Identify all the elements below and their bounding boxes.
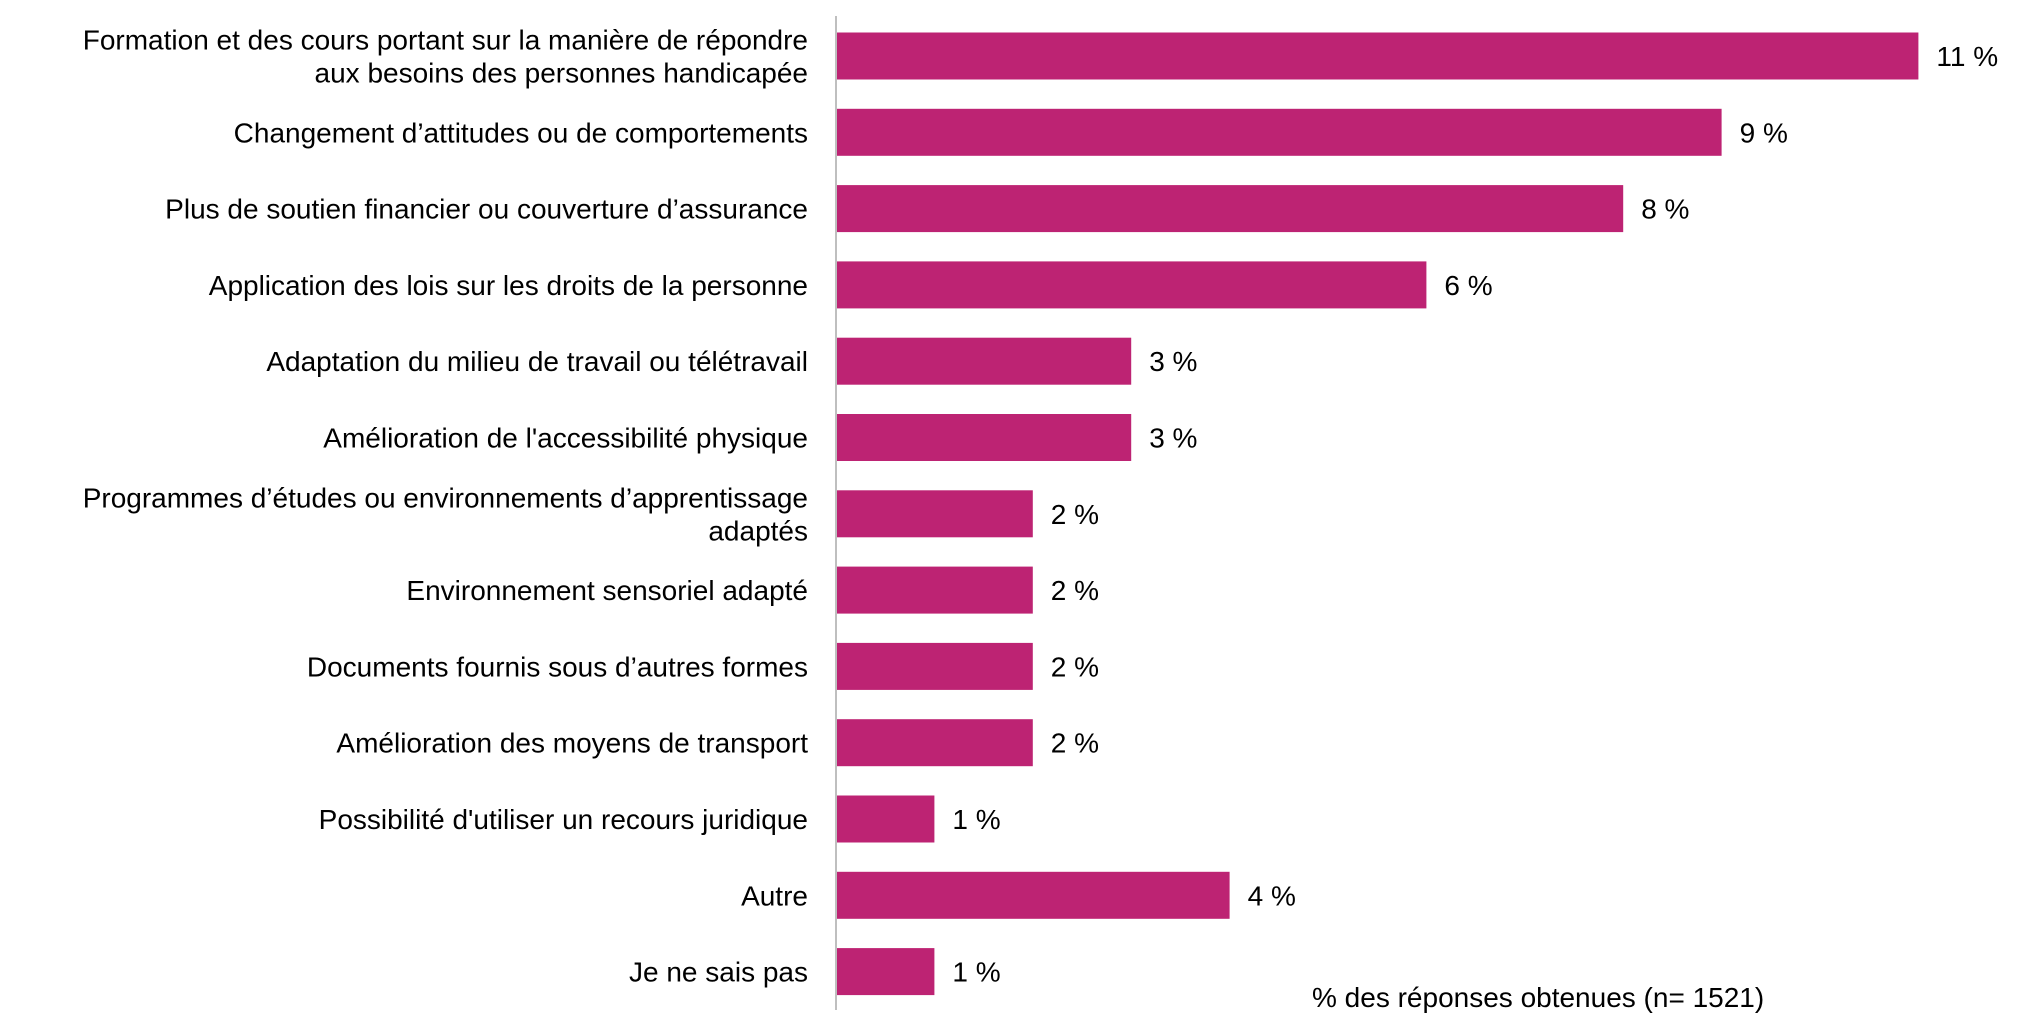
bar-value-label: 2 % <box>1051 499 1099 530</box>
sample-size-note: % des réponses obtenues (n= 1521) <box>1312 982 1764 1013</box>
category-label-line: Amélioration des moyens de transport <box>336 728 808 759</box>
bar-value-label: 1 % <box>952 957 1000 988</box>
bar <box>836 185 1624 233</box>
category-label-line: Adaptation du milieu de travail ou télét… <box>266 346 808 377</box>
bar-value-label: 1 % <box>952 804 1000 835</box>
category-label: Possibilité d'utiliser un recours juridi… <box>319 804 808 835</box>
category-label-line: Environnement sensoriel adapté <box>406 575 808 606</box>
bar-value-label: 9 % <box>1740 117 1788 148</box>
bar <box>836 32 1919 80</box>
category-label-line: Changement d’attitudes ou de comportemen… <box>234 117 808 148</box>
category-label-line: Autre <box>741 880 808 911</box>
category-label: Amélioration de l'accessibilité physique <box>323 423 808 454</box>
category-label: Plus de soutien financier ou couverture … <box>165 194 808 225</box>
category-label: Je ne sais pas <box>629 957 808 988</box>
bar <box>836 948 935 996</box>
category-label: Documents fournis sous d’autres formes <box>307 651 808 682</box>
bar <box>836 490 1033 538</box>
bar-value-label: 3 % <box>1149 423 1197 454</box>
category-label-line: adaptés <box>708 515 808 546</box>
category-label-line: Amélioration de l'accessibilité physique <box>323 423 808 454</box>
bars <box>836 32 1919 996</box>
bar-value-label: 6 % <box>1444 270 1492 301</box>
category-label: Formation et des cours portant sur la ma… <box>83 25 808 89</box>
category-label-line: Possibilité d'utiliser un recours juridi… <box>319 804 808 835</box>
bar <box>836 871 1230 919</box>
category-label: Autre <box>741 880 808 911</box>
category-label: Environnement sensoriel adapté <box>406 575 808 606</box>
category-label: Amélioration des moyens de transport <box>336 728 808 759</box>
value-labels: 11 % 9 % 8 % 6 % 3 % 3 % 2 % 2 % 2 % 2 % 1 % 4 % 1 % <box>952 41 1998 988</box>
bar-value-label: 2 % <box>1051 651 1099 682</box>
category-label-line: Documents fournis sous d’autres formes <box>307 651 808 682</box>
bar <box>836 261 1427 309</box>
category-label-line: Programmes d’études ou environnements d’… <box>83 482 808 513</box>
bar <box>836 719 1033 767</box>
bar <box>836 108 1722 156</box>
bar-value-label: 8 % <box>1641 194 1689 225</box>
category-label-line: Je ne sais pas <box>629 957 808 988</box>
category-label: Changement d’attitudes ou de comportemen… <box>234 117 808 148</box>
bar-value-label: 3 % <box>1149 346 1197 377</box>
category-label: Application des lois sur les droits de l… <box>209 270 808 301</box>
bar <box>836 337 1132 385</box>
bar-value-label: 11 % <box>1936 41 1998 72</box>
category-label-line: Formation et des cours portant sur la ma… <box>83 25 808 56</box>
category-labels: Formation et des cours portant sur la ma… <box>83 25 809 988</box>
bar-value-label: 4 % <box>1248 880 1296 911</box>
bar <box>836 566 1033 614</box>
bar-value-label: 2 % <box>1051 728 1099 759</box>
category-label-line: Plus de soutien financier ou couverture … <box>165 194 808 225</box>
category-label-line: Application des lois sur les droits de l… <box>209 270 808 301</box>
bar-value-label: 2 % <box>1051 575 1099 606</box>
bar <box>836 795 935 843</box>
category-label: Adaptation du milieu de travail ou télét… <box>266 346 808 377</box>
category-label: Programmes d’études ou environnements d’… <box>83 482 808 546</box>
category-label-line: aux besoins des personnes handicapée <box>315 58 808 89</box>
bar <box>836 642 1033 690</box>
bar <box>836 414 1132 461</box>
